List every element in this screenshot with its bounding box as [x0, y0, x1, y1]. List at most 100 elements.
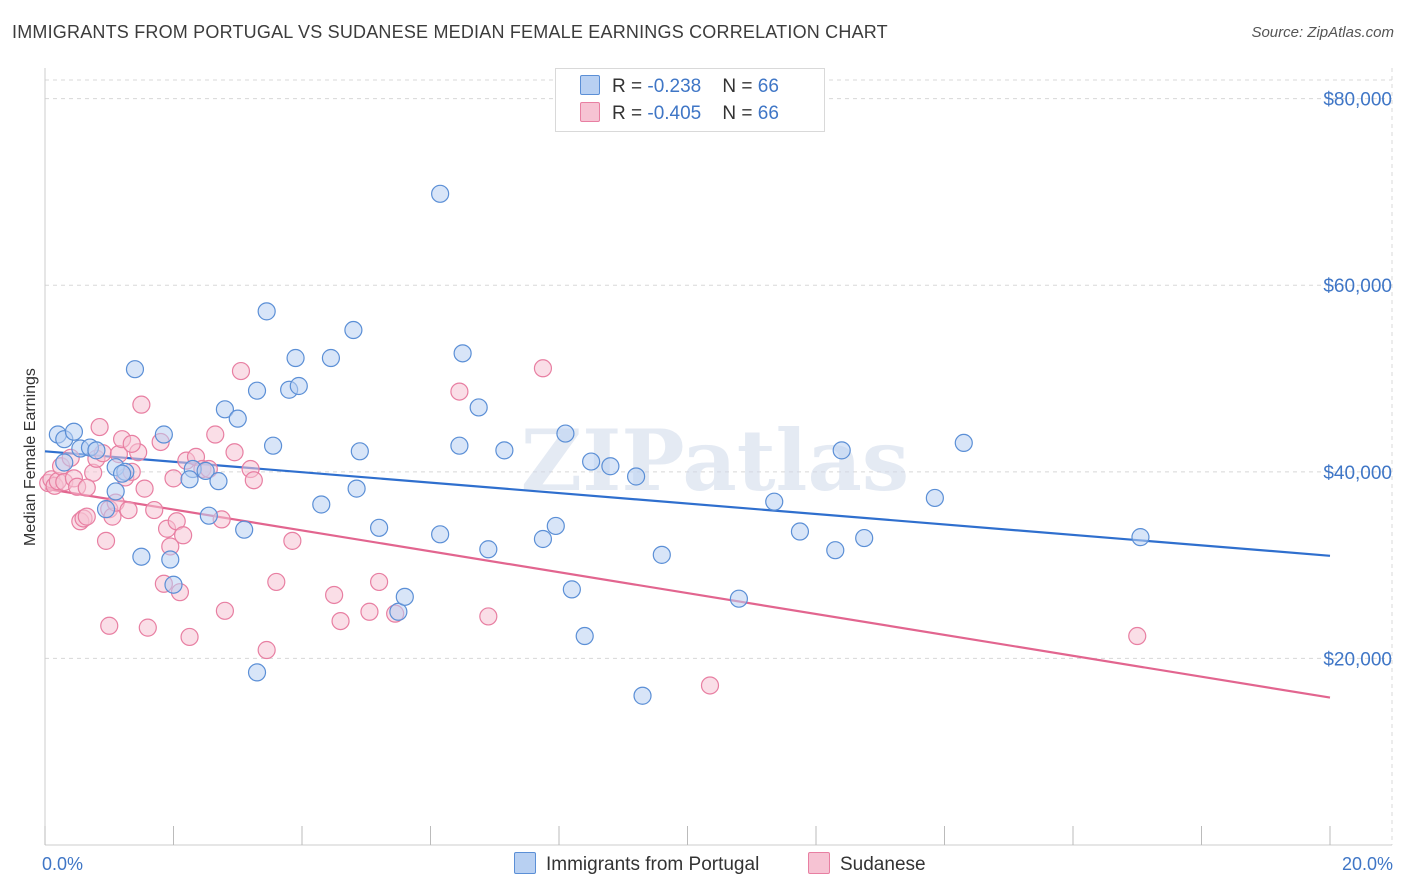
- portugal-point: [633, 686, 652, 705]
- n-value: 66: [757, 103, 779, 124]
- portugal-point: [601, 457, 620, 476]
- sudanese-point: [96, 531, 116, 550]
- portugal-point: [312, 495, 331, 514]
- sudanese-point: [77, 507, 96, 526]
- portugal-point: [196, 461, 215, 480]
- legend-item-portugal[interactable]: Immigrants from Portugal: [514, 852, 759, 876]
- portugal-point: [495, 441, 514, 460]
- sudanese-point: [122, 434, 141, 453]
- sudanese-point: [174, 526, 193, 545]
- legend-item-sudanese[interactable]: Sudanese: [808, 852, 926, 876]
- portugal-point: [112, 464, 132, 483]
- portugal-point: [87, 441, 106, 460]
- portugal-point: [209, 472, 228, 491]
- sudanese-point: [215, 601, 234, 620]
- x-tick-labels: 0.0% 20.0%: [42, 854, 1393, 874]
- portugal-point: [832, 441, 851, 460]
- legend-label: Immigrants from Portugal: [546, 854, 760, 875]
- sudanese-point: [138, 618, 157, 637]
- y-axis-title: Median Female Earnings: [22, 368, 39, 546]
- portugal-point: [235, 520, 254, 539]
- sudanese-point: [225, 443, 244, 462]
- sudanese-point: [257, 640, 276, 660]
- portugal-point: [180, 470, 199, 489]
- x-tick-label: 20.0%: [1342, 854, 1393, 874]
- portugal-point: [247, 381, 267, 400]
- legend-label: Sudanese: [840, 854, 926, 875]
- portugal-point: [431, 184, 450, 203]
- portugal-point: [55, 453, 74, 472]
- y-tick-label: $60,000: [1323, 276, 1392, 297]
- portugal-point: [562, 580, 581, 599]
- portugal-point: [479, 540, 498, 559]
- portugal-point: [626, 467, 646, 486]
- sudanese-point: [135, 479, 154, 498]
- sudanese-point: [180, 627, 199, 647]
- legend-row-sudanese: R = -0.405 N = 66: [580, 101, 779, 127]
- portugal-point: [469, 398, 488, 417]
- sudanese-point: [90, 417, 109, 437]
- sudanese-point: [100, 616, 119, 635]
- sudanese-trend-line: [44, 487, 1331, 699]
- x-tick-label: 0.0%: [42, 854, 83, 874]
- portugal-point: [582, 452, 601, 471]
- portugal-point: [96, 500, 116, 519]
- portugal-point: [289, 376, 308, 396]
- portugal-point: [954, 433, 973, 453]
- portugal-point: [215, 400, 234, 419]
- portugal-point: [855, 528, 874, 548]
- portugal-point: [132, 547, 151, 566]
- sudanese-point: [1128, 626, 1147, 646]
- portugal-point: [826, 541, 845, 560]
- portugal-point: [154, 425, 173, 444]
- pink-swatch-icon: [580, 102, 600, 122]
- sudanese-point: [479, 607, 498, 626]
- portugal-point: [347, 479, 366, 498]
- portugal-point: [765, 492, 784, 511]
- n-label: N =: [722, 76, 758, 97]
- sudanese-point: [370, 572, 389, 592]
- portugal-point: [546, 516, 565, 536]
- portugal-point: [575, 626, 594, 646]
- n-value: 66: [757, 76, 779, 97]
- portugal-point: [652, 545, 671, 564]
- portugal-point: [431, 525, 450, 544]
- sudanese-point: [132, 395, 151, 414]
- portugal-point: [199, 506, 218, 525]
- blue-swatch-icon: [514, 852, 536, 874]
- sudanese-point: [283, 531, 302, 550]
- axes: [44, 68, 1392, 846]
- source-credit: Source: ZipAtlas.com: [1251, 24, 1394, 41]
- pink-swatch-icon: [808, 852, 830, 874]
- r-value: -0.405: [647, 103, 702, 124]
- portugal-point: [533, 529, 553, 549]
- sudanese-point: [267, 572, 286, 592]
- portugal-point: [125, 360, 145, 379]
- sudanese-point: [244, 471, 263, 490]
- sudanese-point: [77, 478, 96, 497]
- y-tick-label: $20,000: [1323, 649, 1392, 670]
- portugal-point: [556, 424, 575, 443]
- portugal-point: [106, 482, 125, 501]
- n-label: N =: [722, 103, 758, 124]
- sudanese-point: [325, 585, 344, 605]
- portugal-point: [925, 488, 944, 508]
- blue-swatch-icon: [580, 75, 600, 95]
- portugal-point: [1131, 528, 1150, 547]
- portugal-point: [370, 518, 389, 537]
- sudanese-point: [206, 425, 225, 444]
- portugal-point: [164, 575, 183, 594]
- portugal-point: [344, 320, 363, 340]
- sudanese-point: [450, 382, 469, 401]
- chart-title: IMMIGRANTS FROM PORTUGAL VS SUDANESE MED…: [12, 22, 888, 42]
- portugal-point: [450, 436, 469, 455]
- sudanese-point: [331, 611, 350, 631]
- y-tick-labels: $20,000 $40,000 $60,000 $80,000: [1323, 90, 1392, 671]
- portugal-point: [64, 422, 84, 441]
- y-tick-label: $40,000: [1323, 463, 1392, 484]
- r-value: -0.238: [647, 76, 702, 97]
- sudanese-point: [145, 500, 164, 520]
- sudanese-point: [164, 469, 183, 488]
- portugal-point: [790, 522, 810, 541]
